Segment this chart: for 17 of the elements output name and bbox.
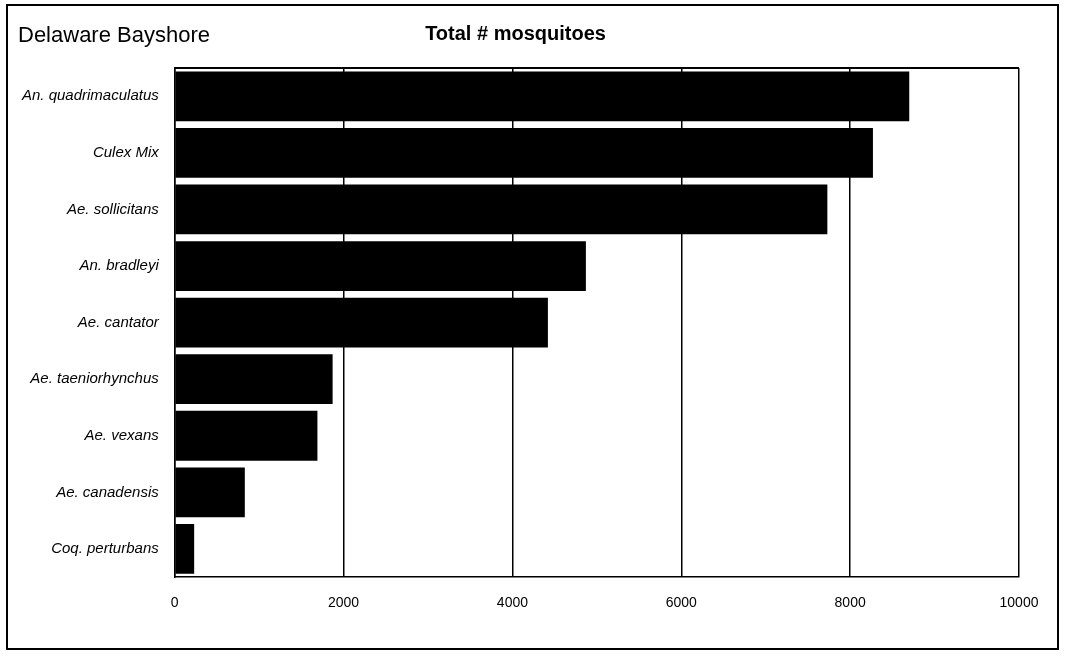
x-tick-label: 2000 — [328, 594, 360, 611]
y-tick-label: An. bradleyi — [78, 256, 160, 274]
x-tick-label: 8000 — [834, 594, 866, 611]
y-tick-label: Coq. perturbans — [51, 539, 160, 557]
y-tick-label: Culex Mix — [92, 143, 160, 161]
y-tick-label: Ae. canadensis — [55, 482, 160, 500]
x-tick-label: 0 — [170, 594, 179, 611]
text: Delaware Bayshore — [18, 22, 210, 48]
chart-title: Total # mosquitoes — [425, 21, 606, 44]
y-tick-label: An. quadrimaculatus — [20, 86, 160, 104]
y-tick-label: Ae. sollicitans — [66, 199, 160, 217]
x-tick-label: 4000 — [496, 594, 529, 611]
y-tick-label: Ae. taeniorhynchus — [29, 369, 160, 387]
x-tick-label: 10000 — [999, 594, 1039, 611]
y-tick-label: Ae. vexans — [83, 425, 160, 443]
y-tick-label: Ae. cantator — [76, 312, 160, 330]
x-tick-label: 6000 — [665, 594, 698, 611]
